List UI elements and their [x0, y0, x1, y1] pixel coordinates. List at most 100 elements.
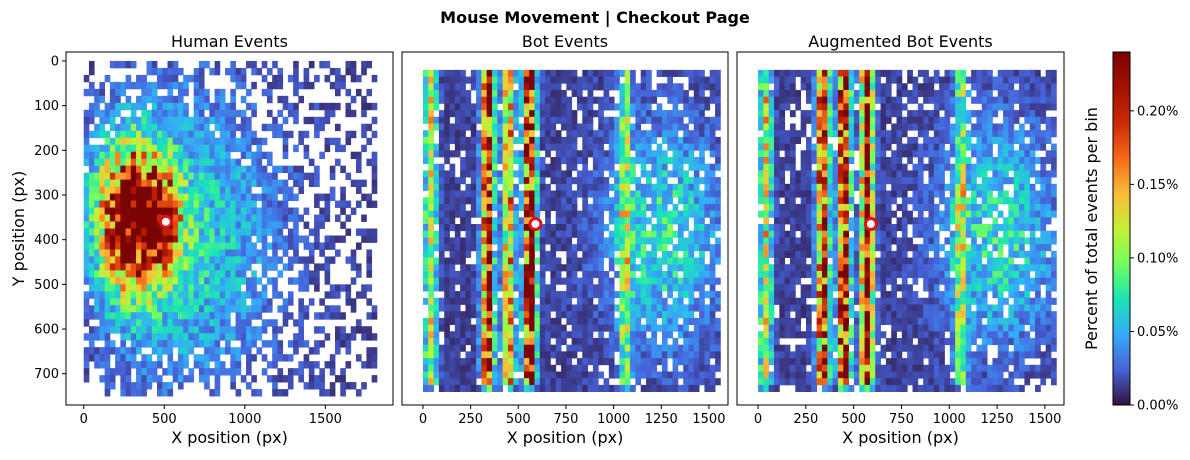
heatmap-cell — [471, 378, 477, 385]
heatmap-cell — [283, 263, 289, 270]
heatmap-cell — [715, 331, 721, 338]
heatmap-cell — [434, 70, 440, 77]
heatmap-cell — [774, 150, 780, 157]
heatmap-cell — [288, 103, 294, 110]
heatmap-cell — [769, 137, 775, 144]
heatmap-cell — [678, 358, 684, 365]
heatmap-cell — [309, 375, 315, 382]
heatmap-cell — [236, 75, 242, 82]
heatmap-cell — [822, 103, 828, 110]
heatmap-cell — [434, 358, 440, 365]
heatmap-cell — [625, 211, 631, 218]
heatmap-cell — [209, 256, 215, 263]
heatmap-cell — [272, 117, 278, 124]
heatmap-cell — [625, 237, 631, 244]
heatmap-cell — [120, 194, 126, 201]
heatmap-cell — [550, 97, 556, 104]
heatmap-cell — [619, 244, 625, 251]
heatmap-cell — [758, 77, 764, 84]
heatmap-cell — [699, 191, 705, 198]
heatmap-cell — [630, 211, 636, 218]
heatmap-cell — [529, 351, 535, 358]
heatmap-cell — [147, 312, 153, 319]
heatmap-cell — [126, 159, 132, 166]
heatmap-cell — [550, 191, 556, 198]
heatmap-cell — [136, 82, 142, 89]
heatmap-cell — [188, 242, 194, 249]
heatmap-cell — [439, 211, 445, 218]
heatmap-cell — [173, 103, 179, 110]
heatmap-cell — [524, 271, 530, 278]
heatmap-cell — [673, 204, 679, 211]
heatmap-cell — [806, 191, 812, 198]
heatmap-cell — [136, 389, 142, 396]
heatmap-cell — [277, 82, 283, 89]
heatmap-cell — [351, 305, 357, 312]
heatmap-cell — [115, 242, 121, 249]
heatmap-cell — [651, 338, 657, 345]
heatmap-cell — [487, 318, 493, 325]
heatmap-cell — [220, 319, 226, 326]
heatmap-cell — [455, 110, 461, 117]
heatmap-cell — [795, 298, 801, 305]
heatmap-cell — [561, 177, 567, 184]
heatmap-cell — [524, 371, 530, 378]
heatmap-cell — [806, 231, 812, 238]
heatmap-cell — [561, 70, 567, 77]
heatmap-cell — [283, 166, 289, 173]
heatmap-cell — [503, 371, 509, 378]
heatmap-cell — [689, 244, 695, 251]
heatmap-cell — [183, 235, 189, 242]
heatmap-cell — [827, 244, 833, 251]
heatmap-cell — [535, 184, 541, 191]
heatmap-cell — [476, 318, 482, 325]
heatmap-cell — [304, 277, 310, 284]
heatmap-cell — [304, 256, 310, 263]
heatmap-cell — [105, 270, 111, 277]
heatmap-cell — [277, 235, 283, 242]
heatmap-cell — [588, 351, 594, 358]
heatmap-cell — [646, 217, 652, 224]
heatmap-cell — [769, 311, 775, 318]
heatmap-cell — [545, 184, 551, 191]
heatmap-cell — [550, 271, 556, 278]
heatmap-cell — [162, 201, 168, 208]
heatmap-cell — [614, 365, 620, 372]
heatmap-cell — [604, 237, 610, 244]
heatmap-cell — [582, 110, 588, 117]
heatmap-cell — [577, 385, 583, 392]
heatmap-cell — [194, 333, 200, 340]
heatmap-cell — [556, 264, 562, 271]
heatmap-cell — [319, 389, 325, 396]
heatmap-cell — [487, 311, 493, 318]
heatmap-cell — [619, 170, 625, 177]
heatmap-cell — [593, 130, 599, 137]
heatmap-cell — [524, 164, 530, 171]
heatmap-cell — [220, 256, 226, 263]
heatmap-cell — [774, 157, 780, 164]
heatmap-cell — [683, 191, 689, 198]
heatmap-cell — [673, 110, 679, 117]
heatmap-cell — [215, 340, 221, 347]
heatmap-cell — [131, 180, 137, 187]
heatmap-cell — [806, 284, 812, 291]
heatmap-cell — [487, 164, 493, 171]
heatmap-cell — [173, 333, 179, 340]
heatmap-cell — [147, 89, 153, 96]
heatmap-cell — [704, 77, 710, 84]
heatmap-cell — [694, 338, 700, 345]
heatmap-cell — [450, 284, 456, 291]
heatmap-cell — [236, 145, 242, 152]
heatmap-cell — [465, 197, 471, 204]
heatmap-cell — [84, 110, 90, 117]
heatmap-cell — [763, 110, 769, 117]
heatmap-cell — [487, 217, 493, 224]
heatmap-cell — [94, 298, 100, 305]
heatmap-cell — [476, 251, 482, 258]
heatmap-cell — [833, 271, 839, 278]
heatmap-cell — [94, 208, 100, 215]
heatmap-cell — [356, 159, 362, 166]
heatmap-cell — [471, 184, 477, 191]
heatmap-cell — [535, 231, 541, 238]
heatmap-cell — [811, 284, 817, 291]
